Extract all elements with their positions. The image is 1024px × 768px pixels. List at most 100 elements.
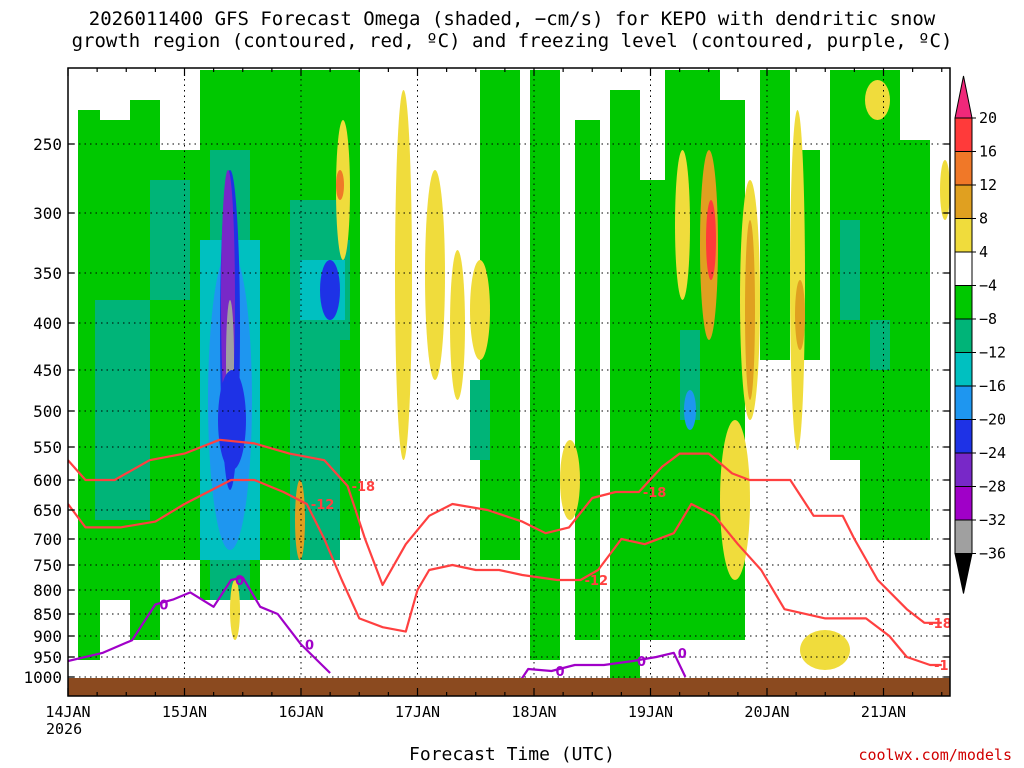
colorbar-swatch: [954, 117, 973, 152]
colorbar-label: −24: [979, 444, 1006, 462]
omega-shade-teal: [95, 300, 150, 520]
omega-shade-green: [860, 70, 900, 540]
omega-shade-positive: [230, 580, 240, 640]
colorbar-label: 8: [979, 210, 988, 228]
omega-shade-positive: [800, 630, 850, 670]
omega-shade-darkblue: [218, 370, 246, 470]
contour-label: 0: [235, 574, 244, 589]
colorbar-arrow-bottom: [954, 553, 973, 594]
omega-shade-green: [575, 120, 600, 640]
terrain-ground: [68, 678, 950, 696]
x-tick-label: 18JAN: [511, 703, 556, 721]
omega-shade-green: [610, 90, 640, 680]
colorbar-label: −20: [979, 411, 1006, 429]
contour-line-2: [68, 576, 331, 674]
y-tick-label: 850: [33, 605, 62, 624]
colorbar-label: −28: [979, 478, 1006, 496]
y-tick-label: 300: [33, 204, 62, 223]
y-tick-label: 800: [33, 581, 62, 600]
omega-shading: [78, 70, 950, 680]
contour-line-0: [68, 438, 942, 624]
colorbar-label: 20: [979, 109, 997, 127]
omega-shade-teal: [680, 330, 700, 420]
x-axis-label: Forecast Time (UTC): [409, 744, 615, 765]
credit-link[interactable]: coolwx.com/models: [858, 746, 1012, 764]
colorbar-swatch: [954, 352, 973, 387]
contour-label: 0: [555, 665, 564, 680]
contours: -18 -18 -18 -12 -12 -12 0 0 0 0 0 0: [68, 438, 958, 688]
contour-label: -18: [643, 486, 667, 501]
colorbar-swatch: [954, 385, 973, 420]
omega-shade-positive: [425, 170, 445, 380]
omega-shade-green: [530, 70, 560, 660]
colorbar-label: −4: [979, 277, 997, 295]
contour-label: 0: [305, 638, 314, 653]
grid: [68, 68, 950, 696]
omega-shade-positive: [336, 170, 344, 200]
y-tick-label: 500: [33, 402, 62, 421]
y-tick-label: 900: [33, 627, 62, 646]
contour-label: 0: [159, 598, 168, 613]
omega-shade-green: [78, 110, 100, 660]
y-tick-label: 1000: [23, 668, 62, 687]
colorbar-swatch: [954, 486, 973, 521]
omega-shade-teal: [470, 380, 490, 460]
colorbar-label: −32: [979, 511, 1006, 529]
omega-shade-green: [800, 150, 820, 360]
omega-shade-positive: [865, 80, 890, 120]
y-axis: 250 300 350 400 450 500 550 600 650 700 750 800 850 9…: [23, 135, 950, 687]
omega-shade-teal: [840, 220, 860, 320]
x-tick-label: 19JAN: [628, 703, 673, 721]
colorbar-swatch: [954, 251, 973, 286]
omega-shade-positive: [790, 110, 805, 450]
omega-shade-positive: [295, 480, 305, 560]
omega-shade-positive: [395, 90, 412, 460]
x-axis: 14JAN 15JAN 16JAN 17JAN 18JAN 19JAN 20JAN 21JAN: [45, 68, 943, 721]
omega-shade-lightblue: [684, 390, 696, 430]
chart-title-line1: 2026011400 GFS Forecast Omega (shaded, −…: [88, 8, 936, 30]
x-tick-label: 15JAN: [162, 703, 207, 721]
omega-shade-positive: [720, 420, 750, 580]
chart-title-line2: growth region (contoured, red, ºC) and f…: [71, 30, 953, 52]
colorbar-swatch: [954, 419, 973, 454]
contour-line-3: [515, 651, 687, 688]
y-tick-label: 250: [33, 135, 62, 154]
omega-shade-teal: [150, 180, 190, 300]
omega-shade-darkblue: [320, 260, 340, 320]
colorbar-swatch: [954, 218, 973, 253]
x-tick-label: 17JAN: [395, 703, 440, 721]
colorbar-label: 16: [979, 143, 997, 161]
x-tick-label: 14JAN: [45, 703, 90, 721]
colorbar-arrow-top: [954, 75, 973, 119]
contour-label: -12: [311, 498, 335, 513]
omega-shade-green: [640, 180, 665, 640]
omega-shade-green: [760, 70, 790, 360]
x-tick-label: 16JAN: [278, 703, 323, 721]
colorbar-label: −16: [979, 377, 1006, 395]
omega-shade-positive: [450, 250, 465, 400]
y-tick-label: 600: [33, 471, 62, 490]
colorbar-label: −12: [979, 344, 1006, 362]
omega-shade-positive: [940, 160, 950, 220]
contour-label: 0: [678, 647, 687, 662]
colorbar-swatch: [954, 151, 973, 186]
contour-label: -18: [928, 617, 952, 632]
y-tick-label: 700: [33, 530, 62, 549]
plot-frame: [67, 67, 951, 697]
colorbar-swatch: [954, 519, 973, 554]
contour-label: -12: [934, 659, 958, 674]
contour-label: -18: [352, 480, 376, 495]
omega-shade-positive: [745, 220, 755, 400]
x-tick-label: 20JAN: [744, 703, 789, 721]
omega-shade-teal: [870, 320, 890, 370]
contour-line-1: [68, 478, 942, 667]
colorbar-label: 12: [979, 176, 997, 194]
omega-shade-green: [900, 140, 930, 540]
x-tick-label: 21JAN: [861, 703, 906, 721]
y-tick-label: 450: [33, 361, 62, 380]
colorbar-swatch: [954, 285, 973, 320]
contour-label: -12: [585, 574, 609, 589]
omega-shade-positive: [706, 200, 716, 280]
y-tick-label: 750: [33, 556, 62, 575]
